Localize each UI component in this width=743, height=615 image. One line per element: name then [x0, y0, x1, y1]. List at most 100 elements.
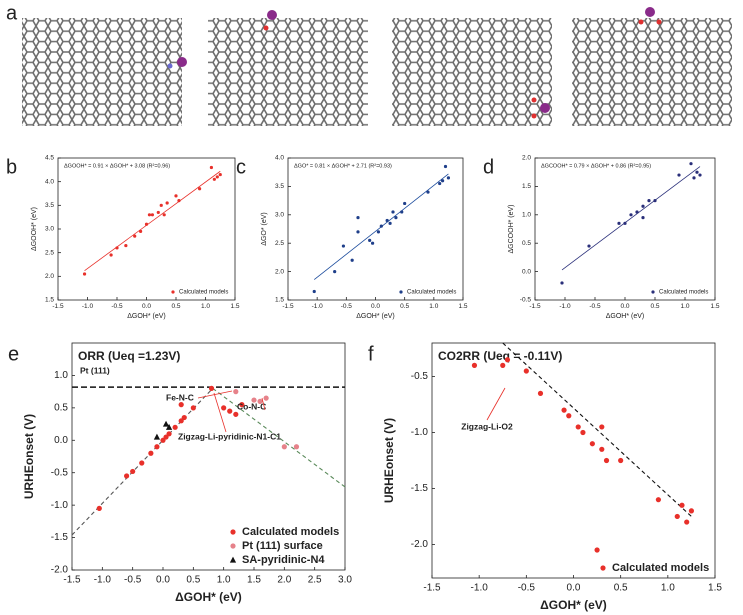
- point: [438, 181, 442, 186]
- y-tick-label: -0.5: [411, 371, 429, 382]
- point: [368, 238, 372, 242]
- point: [603, 457, 610, 464]
- x-axis-label: ΔGOH* (eV): [540, 598, 607, 612]
- y-tick-label: 1.0: [54, 370, 68, 381]
- y-tick-label: 1.5: [522, 183, 531, 190]
- x-tick-label: -1.5: [529, 303, 541, 310]
- y-tick-label: 3.0: [275, 212, 284, 219]
- point: [537, 390, 544, 396]
- point: [523, 368, 529, 374]
- y-tick-label: 2.5: [45, 249, 54, 256]
- point: [221, 405, 227, 411]
- legend-marker: [399, 290, 403, 294]
- fit-line: [561, 166, 701, 271]
- y-tick-label: 4.0: [45, 178, 54, 185]
- x-tick-label: -0.5: [518, 583, 536, 594]
- legend-label: SA-pyridinic-N4: [242, 554, 325, 566]
- x-tick-label: 1.0: [217, 575, 231, 586]
- point: [159, 203, 163, 207]
- x-tick-label: 3.0: [338, 575, 352, 586]
- point: [333, 270, 337, 274]
- point: [124, 243, 128, 248]
- point: [257, 398, 263, 404]
- point: [391, 210, 395, 214]
- atom: [263, 25, 269, 31]
- y-tick-label: -0.5: [51, 467, 69, 478]
- point: [130, 468, 136, 475]
- point: [560, 281, 564, 285]
- leader-line: [213, 392, 227, 433]
- x-tick-label: 2.0: [277, 575, 291, 586]
- point: [674, 513, 680, 520]
- y-tick-label: -1.5: [51, 532, 69, 543]
- point: [239, 402, 245, 408]
- point: [281, 444, 287, 450]
- panel-label: a: [6, 2, 18, 24]
- x-axis-label: ΔGOH* (eV): [356, 313, 395, 320]
- annotation: Zigzag-Li-O2: [461, 421, 513, 431]
- point: [641, 204, 645, 208]
- point: [688, 508, 695, 514]
- plot-frame: [534, 157, 716, 301]
- x-tick-label: -1.0: [94, 575, 112, 586]
- point: [635, 210, 639, 214]
- y-tick-label: 0.0: [54, 435, 68, 446]
- x-tick-label: 0.0: [371, 303, 380, 310]
- point: [124, 473, 130, 479]
- y-axis-label: ΔGOOH* (eV): [31, 207, 38, 251]
- x-tick-label: 1.5: [708, 583, 722, 594]
- y-tick-label: -2.0: [411, 539, 429, 550]
- leader-line: [197, 390, 233, 399]
- y-axis-label: ΔGCOOH* (eV): [508, 204, 515, 253]
- point: [227, 408, 233, 414]
- legend-label: Calculated models: [179, 290, 228, 296]
- graphene-sheet: [572, 18, 732, 126]
- atom: [656, 19, 662, 25]
- atom: [167, 63, 173, 69]
- point: [504, 357, 511, 363]
- point: [684, 519, 690, 525]
- point: [177, 199, 181, 203]
- x-tick-label: 1.0: [429, 303, 438, 310]
- y-tick-label: 1.0: [522, 212, 531, 219]
- leader-line: [261, 397, 266, 411]
- x-tick-label: 1.0: [661, 583, 675, 594]
- legend-marker: [230, 529, 236, 535]
- x-axis-label: ΔGOH* (eV): [127, 313, 166, 320]
- point: [679, 502, 685, 508]
- point: [617, 221, 621, 225]
- point: [692, 176, 696, 180]
- x-tick-label: 0.0: [620, 303, 629, 310]
- y-tick-label: 1.5: [45, 297, 54, 304]
- chart-title: ΔGCOOH* = 0.79 × ΔGOH* + 0.86 (R²=0.95): [541, 163, 651, 169]
- legend-marker: [600, 565, 606, 571]
- y-tick-label: 4.0: [275, 155, 284, 162]
- x-tick-label: -1.5: [52, 303, 64, 310]
- point: [629, 213, 633, 217]
- point: [263, 395, 269, 401]
- point: [139, 229, 143, 233]
- point: [178, 402, 184, 408]
- x-tick-label: 0.5: [186, 575, 200, 586]
- y-tick-label: 3.0: [45, 226, 54, 233]
- x-tick-label: -0.5: [111, 303, 123, 310]
- point: [385, 218, 389, 223]
- y-tick-label: 4.5: [45, 155, 54, 162]
- y-tick-label: 0.5: [54, 402, 68, 413]
- y-tick-label: 3.5: [275, 183, 284, 190]
- point: [144, 222, 149, 226]
- graphene-sheet: [208, 18, 368, 126]
- point: [580, 429, 586, 436]
- y-axis-label: URHEonset (V): [382, 418, 396, 503]
- fit-line: [502, 342, 692, 517]
- leader-line: [486, 387, 506, 421]
- graphene-sheet: [22, 18, 182, 126]
- point: [233, 411, 239, 417]
- x-tick-label: 1.5: [230, 303, 239, 310]
- y-tick-label: -1.0: [51, 500, 69, 511]
- point: [174, 194, 178, 198]
- point: [689, 162, 693, 166]
- atom: [638, 19, 644, 25]
- point: [96, 505, 102, 511]
